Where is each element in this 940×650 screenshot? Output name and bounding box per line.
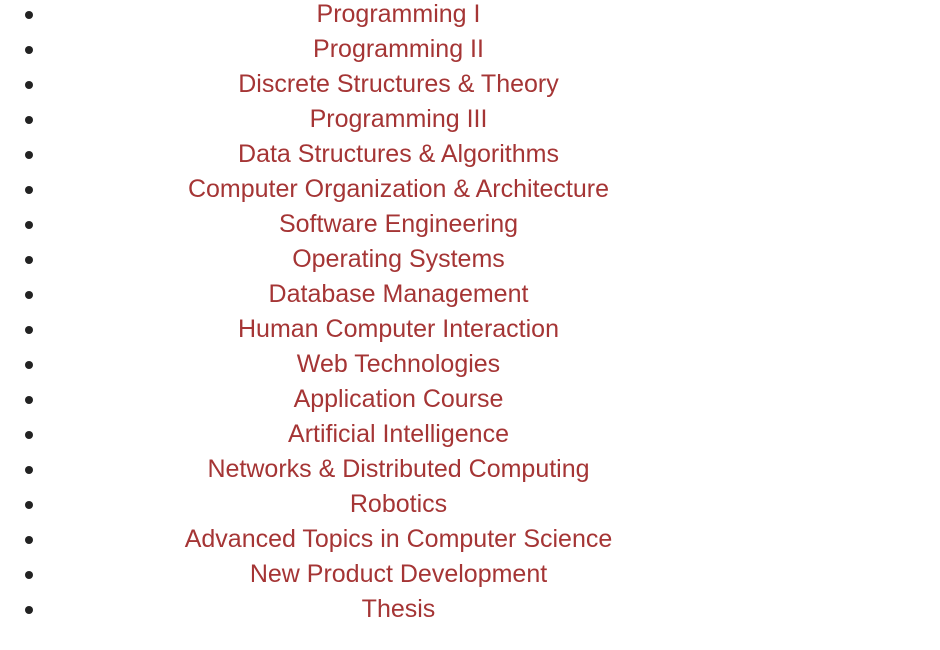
course-link-programming-3[interactable]: Programming III [309, 105, 488, 133]
list-item: Programming I [0, 0, 940, 32]
list-item: Advanced Topics in Computer Science [0, 522, 940, 557]
course-link-programming-2[interactable]: Programming II [313, 35, 484, 63]
bullet-icon [25, 116, 33, 124]
bullet-icon [25, 396, 33, 404]
bullet-icon [25, 186, 33, 194]
bullet-icon [25, 326, 33, 334]
list-item: Programming II [0, 32, 940, 67]
list-item: Programming III [0, 102, 940, 137]
bullet-icon [25, 151, 33, 159]
bullet-icon [25, 256, 33, 264]
list-item: Thesis [0, 592, 940, 627]
course-link-thesis[interactable]: Thesis [361, 595, 436, 623]
list-item: Artificial Intelligence [0, 417, 940, 452]
course-link-computer-organization[interactable]: Computer Organization & Architecture [187, 175, 610, 203]
bullet-icon [25, 291, 33, 299]
list-item: Operating Systems [0, 242, 940, 277]
course-list: Programming I Programming II Discrete St… [0, 0, 940, 627]
list-item: Networks & Distributed Computing [0, 452, 940, 487]
course-link-application-course[interactable]: Application Course [293, 385, 504, 413]
course-link-database-management[interactable]: Database Management [268, 280, 529, 308]
course-link-human-computer-interaction[interactable]: Human Computer Interaction [238, 315, 559, 343]
course-link-robotics[interactable]: Robotics [349, 490, 448, 518]
course-link-advanced-topics[interactable]: Advanced Topics in Computer Science [184, 525, 613, 553]
bullet-icon [25, 536, 33, 544]
course-link-data-structures[interactable]: Data Structures & Algorithms [238, 140, 559, 168]
list-item: Computer Organization & Architecture [0, 172, 940, 207]
list-item: Human Computer Interaction [0, 312, 940, 347]
course-link-new-product-development[interactable]: New Product Development [249, 560, 548, 588]
list-item: Software Engineering [0, 207, 940, 242]
bullet-icon [25, 81, 33, 89]
bullet-icon [25, 606, 33, 614]
course-link-software-engineering[interactable]: Software Engineering [278, 210, 519, 238]
course-link-web-technologies[interactable]: Web Technologies [296, 350, 501, 378]
list-item: Robotics [0, 487, 940, 522]
bullet-icon [25, 466, 33, 474]
course-link-discrete-structures[interactable]: Discrete Structures & Theory [238, 70, 559, 98]
bullet-icon [25, 11, 33, 19]
bullet-icon [25, 46, 33, 54]
bullet-icon [25, 571, 33, 579]
bullet-icon [25, 361, 33, 369]
course-link-programming-1[interactable]: Programming I [316, 0, 481, 28]
course-link-artificial-intelligence[interactable]: Artificial Intelligence [288, 420, 509, 448]
list-item: Web Technologies [0, 347, 940, 382]
list-item: Database Management [0, 277, 940, 312]
bullet-icon [25, 221, 33, 229]
bullet-icon [25, 431, 33, 439]
list-item: Data Structures & Algorithms [0, 137, 940, 172]
bullet-icon [25, 501, 33, 509]
list-item: Discrete Structures & Theory [0, 67, 940, 102]
course-link-operating-systems[interactable]: Operating Systems [292, 245, 505, 273]
course-link-networks-distributed-computing[interactable]: Networks & Distributed Computing [207, 455, 590, 483]
list-item: New Product Development [0, 557, 940, 592]
list-item: Application Course [0, 382, 940, 417]
